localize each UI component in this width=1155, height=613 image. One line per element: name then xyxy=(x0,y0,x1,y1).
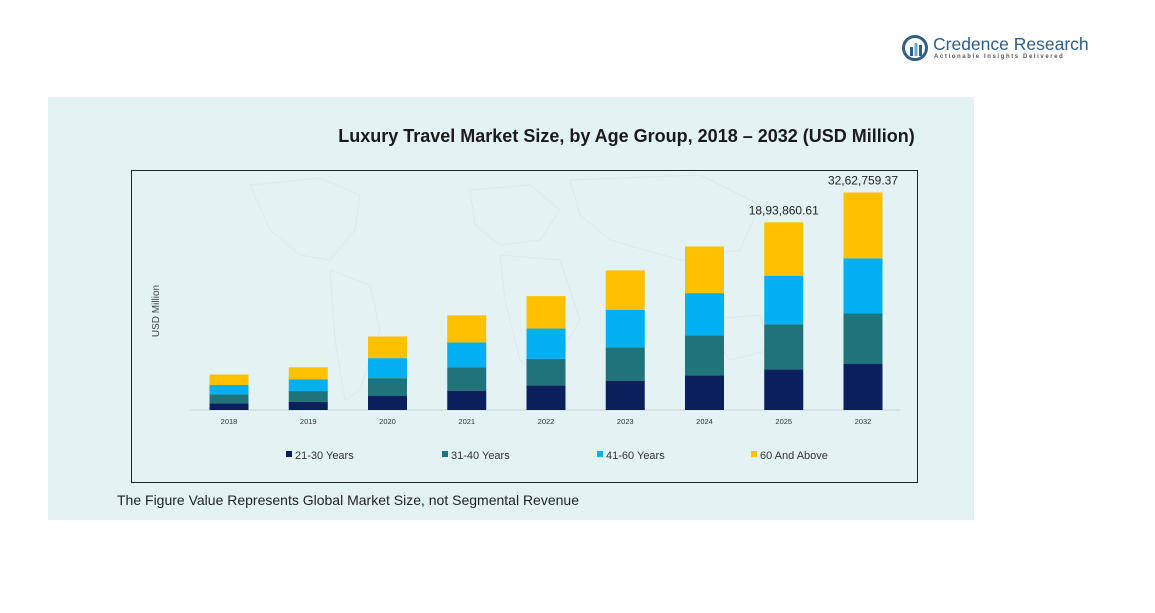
bar-2023-series-3 xyxy=(605,310,645,348)
x-tick-label: 2024 xyxy=(696,417,713,426)
bar-2025-series-3 xyxy=(764,275,804,325)
bar-2024-series-3 xyxy=(685,293,724,336)
legend-swatch-1 xyxy=(286,451,292,457)
y-axis-label: USD Million xyxy=(151,285,162,337)
legend-label-4: 60 And Above xyxy=(760,450,828,462)
x-tick-label: 2023 xyxy=(617,417,634,426)
bar-2025-series-1 xyxy=(764,369,804,410)
brand-name: Credence Research xyxy=(933,34,1089,54)
bar-2021-series-1 xyxy=(447,390,487,410)
legend-label-1: 21-30 Years xyxy=(295,450,354,462)
bar-2020-series-3 xyxy=(368,358,407,379)
bar-2018-series-2 xyxy=(209,394,249,404)
bar-2018-series-4 xyxy=(209,374,249,385)
bar-2022-series-2 xyxy=(526,358,566,386)
bar-2021-series-3 xyxy=(447,342,487,368)
x-tick-label: 2032 xyxy=(855,417,872,426)
chart-panel xyxy=(48,97,974,520)
bar-2023-series-4 xyxy=(605,270,645,310)
bar-2024-series-2 xyxy=(685,335,724,376)
x-tick-label: 2019 xyxy=(300,417,317,426)
bar-2021-series-4 xyxy=(447,315,487,343)
chart-frame xyxy=(131,170,918,483)
bar-2019-series-1 xyxy=(288,402,328,410)
bar-2020-series-1 xyxy=(368,396,407,410)
chart-title-container: Luxury Travel Market Size, by Age Group,… xyxy=(0,126,1155,147)
bar-2025-series-2 xyxy=(764,324,804,370)
legend-label-2: 31-40 Years xyxy=(451,450,510,462)
bar-2024-series-1 xyxy=(685,375,724,410)
bar-2022-series-3 xyxy=(526,328,566,359)
x-tick-label: 2020 xyxy=(379,417,396,426)
x-tick-label: 2025 xyxy=(775,417,792,426)
bar-2032-series-2 xyxy=(843,313,883,364)
bar-2019-series-4 xyxy=(288,367,328,380)
data-label-2025: 18,93,860.61 xyxy=(749,203,819,217)
bar-2018-series-3 xyxy=(209,384,249,395)
bar-2019-series-3 xyxy=(288,379,328,391)
legend-swatch-4 xyxy=(751,451,757,457)
brand-tagline: Actionable Insights Delivered xyxy=(934,54,1065,60)
bar-2032-series-1 xyxy=(843,364,883,410)
bar-2022-series-1 xyxy=(526,385,566,410)
bar-2032-series-3 xyxy=(843,258,883,314)
data-label-2032: 32,62,759.37 xyxy=(828,173,898,187)
legend-swatch-2 xyxy=(442,451,448,457)
bar-2025-series-4 xyxy=(764,222,804,276)
x-tick-label: 2022 xyxy=(538,417,555,426)
credence-logo-icon xyxy=(902,35,928,61)
x-tick-label: 2018 xyxy=(221,417,238,426)
bar-2020-series-4 xyxy=(368,336,407,359)
bar-2023-series-1 xyxy=(605,380,645,410)
bar-2023-series-2 xyxy=(605,347,645,381)
bar-2022-series-4 xyxy=(526,296,566,329)
legend-label-3: 41-60 Years xyxy=(606,450,665,462)
chart-title: Luxury Travel Market Size, by Age Group,… xyxy=(338,126,915,146)
bar-2021-series-2 xyxy=(447,367,487,391)
footnote: The Figure Value Represents Global Marke… xyxy=(117,492,579,508)
x-tick-label: 2021 xyxy=(458,417,475,426)
legend-swatch-3 xyxy=(597,451,603,457)
bar-2019-series-2 xyxy=(288,391,328,402)
bar-2024-series-4 xyxy=(685,246,724,294)
bar-2032-series-4 xyxy=(843,192,883,259)
bar-2018-series-1 xyxy=(209,403,249,410)
bar-2020-series-2 xyxy=(368,378,407,396)
